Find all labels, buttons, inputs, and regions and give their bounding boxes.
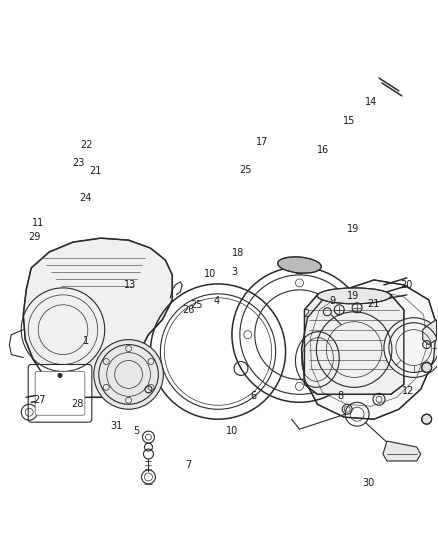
Circle shape bbox=[384, 318, 438, 377]
Text: 10: 10 bbox=[204, 270, 216, 279]
Text: 17: 17 bbox=[255, 137, 268, 147]
Text: 7: 7 bbox=[185, 461, 192, 470]
Text: 25: 25 bbox=[239, 165, 251, 175]
FancyBboxPatch shape bbox=[35, 372, 85, 415]
Text: 13: 13 bbox=[124, 280, 136, 290]
Polygon shape bbox=[23, 238, 172, 397]
Text: 20: 20 bbox=[400, 280, 412, 290]
Text: 28: 28 bbox=[71, 399, 84, 409]
Polygon shape bbox=[383, 441, 421, 461]
Circle shape bbox=[422, 362, 431, 373]
Text: 2: 2 bbox=[303, 309, 309, 319]
Ellipse shape bbox=[318, 288, 391, 304]
Text: 5: 5 bbox=[133, 426, 139, 436]
Text: 15: 15 bbox=[343, 116, 356, 126]
Text: 21: 21 bbox=[367, 298, 380, 309]
Polygon shape bbox=[304, 295, 404, 394]
FancyBboxPatch shape bbox=[28, 365, 92, 422]
Text: 6: 6 bbox=[251, 391, 257, 401]
Ellipse shape bbox=[278, 257, 321, 273]
Text: 31: 31 bbox=[111, 421, 123, 431]
Text: 27: 27 bbox=[33, 395, 46, 405]
Text: 23: 23 bbox=[73, 158, 85, 168]
Text: 3: 3 bbox=[231, 267, 237, 277]
Text: 19: 19 bbox=[347, 224, 359, 235]
Text: 12: 12 bbox=[402, 386, 414, 396]
Text: 4: 4 bbox=[214, 296, 220, 306]
Text: 8: 8 bbox=[338, 391, 344, 401]
Text: 19: 19 bbox=[347, 290, 359, 301]
Text: 24: 24 bbox=[79, 192, 92, 203]
Polygon shape bbox=[423, 320, 437, 345]
Text: 25: 25 bbox=[190, 300, 203, 310]
Polygon shape bbox=[301, 280, 437, 419]
Text: 21: 21 bbox=[89, 166, 101, 176]
Text: 30: 30 bbox=[362, 478, 374, 488]
Text: 9: 9 bbox=[329, 296, 335, 306]
Text: 16: 16 bbox=[317, 145, 328, 155]
Text: 22: 22 bbox=[80, 140, 92, 150]
Text: 14: 14 bbox=[365, 97, 378, 107]
Circle shape bbox=[94, 340, 163, 409]
Text: 29: 29 bbox=[28, 232, 40, 243]
Text: 26: 26 bbox=[182, 305, 195, 315]
Circle shape bbox=[422, 414, 431, 424]
Text: 18: 18 bbox=[232, 248, 244, 259]
Text: 11: 11 bbox=[32, 218, 45, 228]
Text: 1: 1 bbox=[83, 336, 89, 346]
Circle shape bbox=[58, 374, 62, 377]
Text: 10: 10 bbox=[226, 426, 238, 436]
